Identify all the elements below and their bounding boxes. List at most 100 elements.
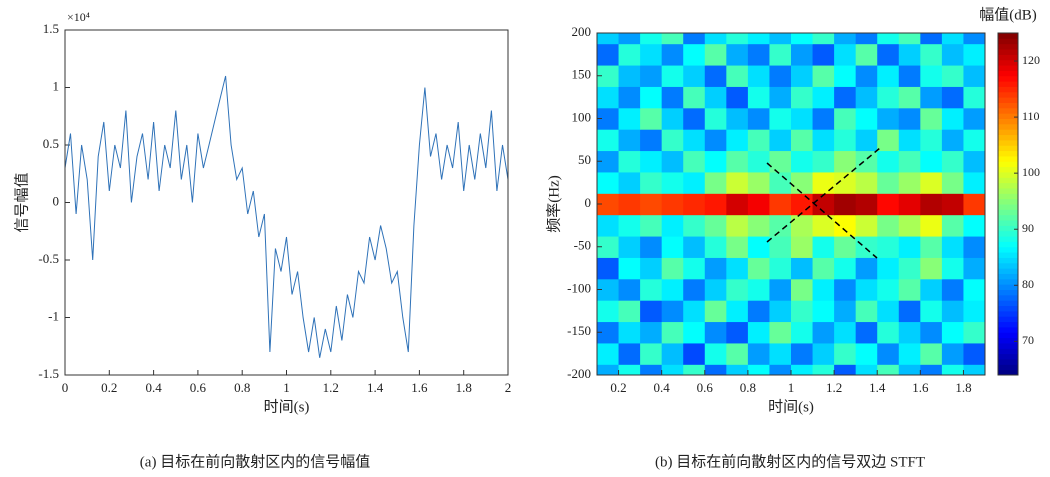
cell bbox=[618, 86, 641, 109]
cell bbox=[618, 300, 641, 323]
cell bbox=[855, 33, 878, 45]
cell bbox=[683, 33, 706, 45]
colorbar-tick-label: 90 bbox=[1022, 221, 1034, 235]
cell bbox=[855, 129, 878, 152]
cell bbox=[963, 33, 985, 45]
cell bbox=[920, 65, 943, 87]
cell bbox=[963, 278, 985, 301]
colorbar-step bbox=[998, 326, 1018, 333]
cell bbox=[791, 65, 814, 87]
cell bbox=[920, 43, 943, 66]
cell bbox=[640, 33, 663, 45]
cell bbox=[898, 43, 921, 66]
cell bbox=[941, 364, 964, 375]
x-tick-label: 1.4 bbox=[367, 380, 384, 395]
cell bbox=[898, 236, 921, 258]
cell bbox=[920, 257, 943, 280]
cell bbox=[640, 214, 663, 237]
cell bbox=[855, 364, 878, 375]
colorbar-step bbox=[998, 289, 1018, 296]
cell bbox=[597, 342, 620, 365]
y-tick-label: -200 bbox=[567, 366, 591, 381]
colorbar-step bbox=[998, 70, 1018, 77]
cell bbox=[597, 321, 620, 344]
cell bbox=[769, 214, 792, 237]
cell bbox=[963, 364, 985, 375]
cell bbox=[726, 65, 749, 87]
colorbar-step bbox=[998, 118, 1018, 125]
cell bbox=[747, 321, 770, 344]
cell bbox=[963, 171, 985, 194]
cell bbox=[597, 129, 620, 152]
cell bbox=[963, 214, 985, 237]
cell bbox=[704, 171, 727, 194]
cell bbox=[683, 193, 706, 216]
cell bbox=[834, 107, 857, 130]
cell bbox=[726, 193, 749, 216]
cell bbox=[855, 278, 878, 301]
cell bbox=[769, 171, 792, 194]
cell bbox=[877, 129, 900, 152]
cell bbox=[597, 214, 620, 237]
cell bbox=[941, 171, 964, 194]
colorbar-step bbox=[998, 353, 1018, 360]
colorbar-step bbox=[998, 113, 1018, 119]
y-tick-label: -1.5 bbox=[38, 366, 59, 381]
cell bbox=[683, 321, 706, 344]
cell bbox=[661, 86, 684, 109]
cell bbox=[661, 214, 684, 237]
cell bbox=[683, 214, 706, 237]
cell bbox=[941, 257, 964, 280]
colorbar-step bbox=[998, 316, 1018, 323]
cell bbox=[877, 150, 900, 173]
cell bbox=[726, 342, 749, 365]
cell bbox=[640, 257, 663, 280]
x-tick-label: 2 bbox=[505, 380, 512, 395]
cell bbox=[855, 150, 878, 173]
cell bbox=[747, 300, 770, 323]
cell bbox=[769, 86, 792, 109]
cell bbox=[898, 65, 921, 87]
colorbar-step bbox=[998, 369, 1018, 376]
colorbar-step bbox=[998, 187, 1018, 194]
cell bbox=[640, 278, 663, 301]
cell bbox=[898, 171, 921, 194]
cell bbox=[683, 150, 706, 173]
cell bbox=[683, 107, 706, 130]
cell bbox=[941, 300, 964, 323]
cell bbox=[791, 236, 814, 258]
cell bbox=[597, 43, 620, 66]
cell bbox=[812, 364, 835, 375]
cell bbox=[769, 33, 792, 45]
cell bbox=[877, 33, 900, 45]
colorbar-step bbox=[998, 348, 1018, 355]
x-axis-label: 时间(s) bbox=[264, 398, 310, 415]
caption: (b) 目标在前向散射区内的信号双边 STFT bbox=[655, 453, 925, 470]
cell bbox=[898, 193, 921, 216]
cell bbox=[726, 107, 749, 130]
cell bbox=[834, 342, 857, 365]
cell bbox=[597, 193, 620, 216]
cell bbox=[791, 193, 814, 216]
cell bbox=[963, 321, 985, 344]
axes-box bbox=[596, 32, 986, 376]
cell bbox=[640, 150, 663, 173]
x-tick-label: 1.8 bbox=[955, 380, 971, 395]
colorbar-step bbox=[998, 241, 1018, 248]
cell bbox=[877, 43, 900, 66]
cell bbox=[726, 300, 749, 323]
colorbar-step bbox=[998, 364, 1018, 371]
cell bbox=[661, 150, 684, 173]
x-tick-label: 0.4 bbox=[145, 380, 162, 395]
cell bbox=[769, 321, 792, 344]
cell bbox=[877, 86, 900, 109]
cell bbox=[834, 364, 857, 375]
cell bbox=[747, 150, 770, 173]
cell bbox=[640, 236, 663, 258]
cell bbox=[898, 364, 921, 375]
x-tick-label: 0.6 bbox=[697, 380, 714, 395]
cell bbox=[618, 321, 641, 344]
cell bbox=[747, 342, 770, 365]
cell bbox=[812, 171, 835, 194]
cell bbox=[683, 86, 706, 109]
